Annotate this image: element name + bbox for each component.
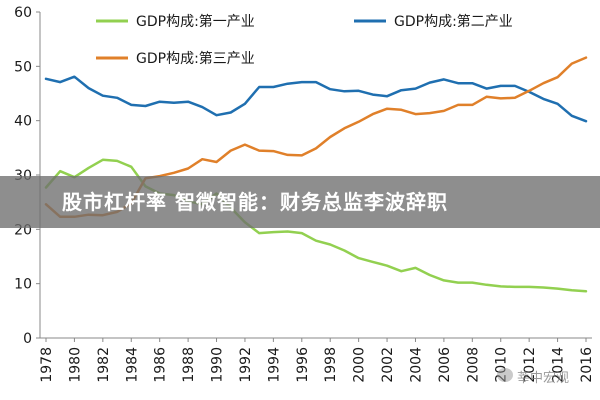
x-tick-label: 2016 <box>579 347 595 383</box>
headline-text[interactable]: 股市杠杆率 智微智能：财务总监李波辞职 <box>62 190 448 214</box>
wechat-icon <box>497 368 513 382</box>
headline-banner <box>0 176 600 228</box>
legend-label-3: GDP构成:第三产业 <box>136 50 255 67</box>
x-tick-label: 2006 <box>437 347 453 383</box>
y-tick-label: 50 <box>14 59 32 75</box>
x-tick-label: 1978 <box>39 347 55 383</box>
x-tick-label: 1990 <box>210 347 226 383</box>
x-tick-label: 1982 <box>96 347 112 383</box>
x-tick-label: 1996 <box>295 347 311 383</box>
axes <box>36 11 592 342</box>
x-tick-label: 1992 <box>238 347 254 383</box>
x-tick-label: 1994 <box>266 347 282 383</box>
watermark-text: 莘中宏观 <box>517 371 570 386</box>
y-tick-labels: 0102030405060 <box>14 5 32 347</box>
x-tick-label: 1980 <box>67 347 83 383</box>
x-tick-label: 1988 <box>181 347 197 383</box>
series-lines <box>44 56 588 293</box>
x-tick-label: 2012 <box>522 347 538 383</box>
x-tick-label: 2000 <box>352 347 368 383</box>
x-tick-label: 2002 <box>380 347 396 383</box>
x-tick-label: 2014 <box>551 347 567 383</box>
legend-label-1: GDP构成:第一产业 <box>136 13 255 30</box>
y-tick-label: 0 <box>23 331 32 347</box>
y-tick-label: 40 <box>14 114 32 130</box>
x-tick-labels: 1978 1980 1982 1984 1986 1988 1990 1992 1994 1996… <box>39 347 595 383</box>
legend: GDP构成:第一产业 GDP构成:第二产业 GDP构成:第三产业 <box>96 13 513 67</box>
y-tick-label: 10 <box>14 277 32 293</box>
series-line-1 <box>44 158 588 293</box>
legend-label-2: GDP构成:第二产业 <box>394 13 513 30</box>
x-tick-label: 2004 <box>408 347 424 383</box>
x-tick-label: 2008 <box>465 347 481 383</box>
y-tick-label: 60 <box>14 5 32 21</box>
x-tick-label: 1998 <box>323 347 339 383</box>
watermark: 莘中宏观 <box>497 366 589 386</box>
series-line-2 <box>44 75 588 123</box>
x-tick-label: 1984 <box>124 347 140 383</box>
x-tick-label: 1986 <box>153 347 169 383</box>
